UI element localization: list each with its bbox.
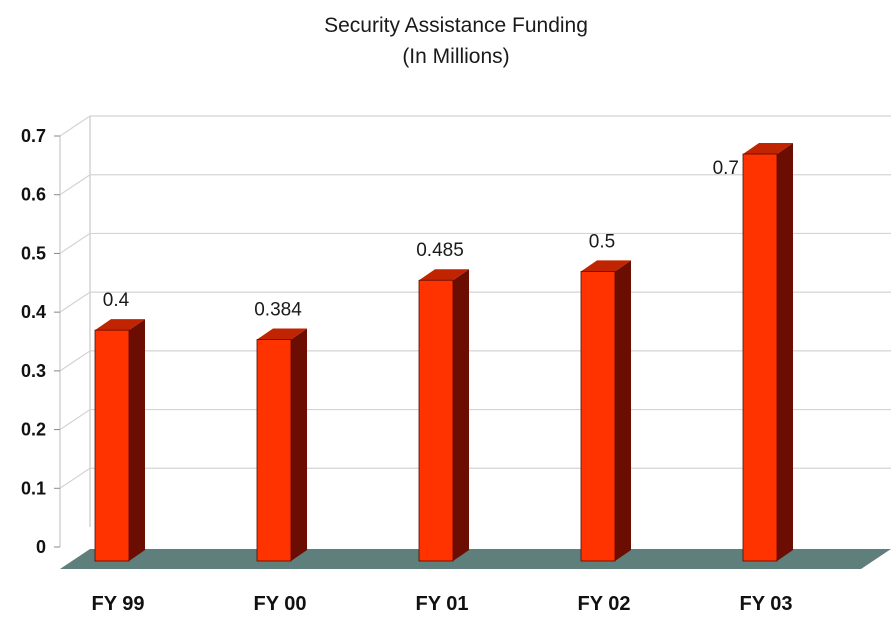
gridline-diag <box>59 291 91 313</box>
bar-outline <box>418 279 454 562</box>
y-tick-label: 0.2 <box>21 420 46 440</box>
bar-top <box>419 269 469 281</box>
bar-side <box>615 260 631 561</box>
bar <box>419 280 453 561</box>
data-label: 0.384 <box>254 300 302 321</box>
bar-group <box>418 269 469 562</box>
gridline-diag <box>59 409 91 431</box>
y-tick-label: 0.4 <box>21 302 46 322</box>
x-tick-label: FY 99 <box>92 593 145 615</box>
bar-outline <box>580 271 616 562</box>
chart-subtitle-text: (In Millions) <box>402 45 509 68</box>
data-label: 0.4 <box>103 290 130 311</box>
y-tick-label: 0.6 <box>21 185 46 205</box>
bar-side <box>291 328 307 561</box>
gridline-diag <box>59 115 91 137</box>
data-label: 0.5 <box>589 231 615 252</box>
y-axis: 0 0.1 0.2 0.3 0.4 0.5 0.6 0.7 <box>21 126 60 557</box>
bar-group <box>580 260 631 562</box>
bar-side <box>129 319 145 561</box>
bar-top <box>257 328 307 340</box>
y-tick-label: 0.5 <box>21 243 46 263</box>
x-tick-label: FY 01 <box>416 593 469 615</box>
chart-title-text: Security Assistance Funding <box>324 14 588 37</box>
data-label: 0.7 <box>713 158 739 179</box>
y-tick-label: 0.7 <box>21 126 46 146</box>
x-tick-label: FY 00 <box>254 593 307 615</box>
bar-outline <box>94 329 130 562</box>
bar-outline <box>256 339 292 562</box>
bar <box>95 330 129 561</box>
x-tick-label: FY 03 <box>740 593 793 615</box>
bar <box>581 271 615 561</box>
y-tick-label: 0 <box>36 537 46 557</box>
gridline-diag <box>59 174 91 196</box>
bar-top <box>581 260 631 272</box>
bar-side <box>777 143 793 561</box>
bar-group <box>742 143 793 562</box>
gridline-diag <box>59 232 91 254</box>
bar-group <box>94 319 145 562</box>
bar-top <box>743 143 793 154</box>
bar <box>257 339 291 561</box>
chart-title: Security Assistance Funding (In Millions… <box>324 14 588 68</box>
bar-outline <box>742 153 778 562</box>
gridline-diag <box>59 467 91 489</box>
bar <box>743 154 777 561</box>
x-tick-label: FY 02 <box>578 593 631 615</box>
bar-top <box>95 319 145 331</box>
x-axis: FY 99 FY 00 FY 01 FY 02 FY 03 <box>92 593 793 615</box>
bar-group <box>256 328 307 562</box>
bars <box>94 143 793 562</box>
y-tick-label: 0.1 <box>21 478 46 498</box>
data-label: 0.485 <box>416 240 464 261</box>
bar-side <box>453 269 469 561</box>
y-tick-label: 0.3 <box>21 361 46 381</box>
gridline-diag <box>59 350 91 372</box>
data-labels: 0.4 0.384 0.485 0.5 0.7 <box>103 158 739 321</box>
